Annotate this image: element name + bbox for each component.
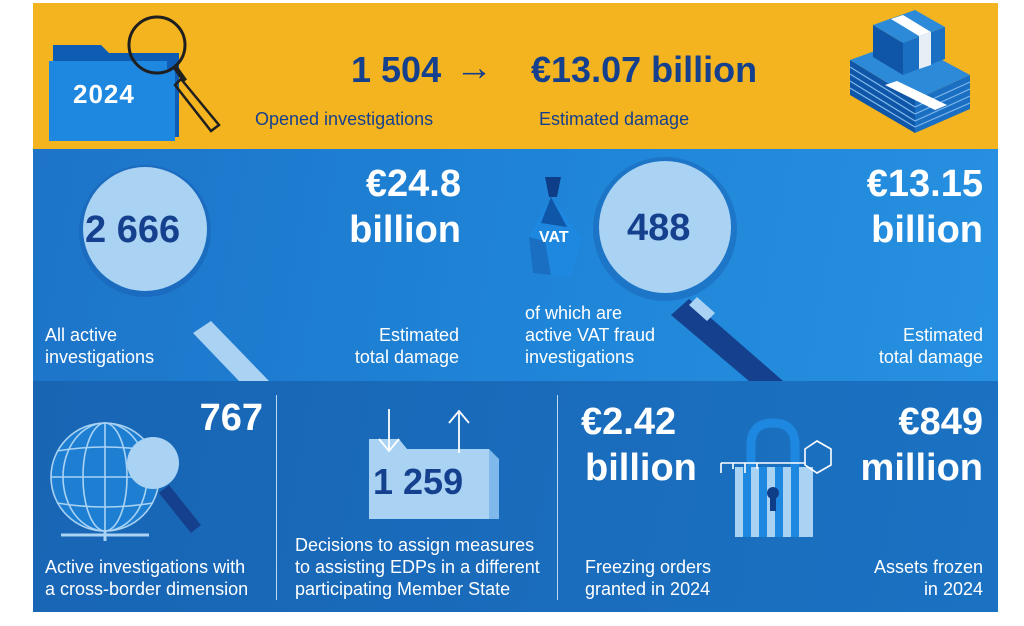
vat-tag-label: VAT (539, 229, 569, 246)
magnifier-icon-all-active (79, 165, 269, 381)
opened-investigations-label: Opened investigations (255, 109, 434, 129)
vat-damage-label-line1: Estimated (902, 325, 983, 345)
magnifier-icon-vat (593, 157, 783, 381)
key-icon (720, 440, 832, 474)
divider-1 (276, 395, 277, 600)
vat-tag-icon (529, 177, 583, 277)
cross-border-label-line2: a cross-border dimension (45, 579, 249, 599)
middle-band: 2 666 All active investigations €24.8 bi… (33, 149, 998, 381)
folder-icon (49, 45, 179, 141)
freezing-label-line2: granted in 2024 (585, 579, 711, 599)
vat-damage-label-line2: total damage (878, 347, 983, 367)
estimated-damage-value: €13.07 billion (531, 49, 758, 90)
money-stack-icon (849, 10, 971, 133)
year-label: 2024 (73, 79, 135, 109)
assets-label-line1: Assets frozen (873, 557, 983, 577)
total-damage-label-line1: Estimated (378, 325, 459, 345)
decisions-label-line3: participating Member State (295, 579, 511, 599)
globe-icon (50, 422, 201, 541)
vat-damage-value-line1: €13.15 (866, 163, 983, 205)
vat-label-line3: investigations (525, 347, 635, 367)
all-active-label-line2: investigations (45, 347, 155, 367)
arrow-glyph: → (455, 47, 493, 89)
decisions-label-line1: Decisions to assign measures (295, 535, 535, 555)
divider-2 (557, 395, 558, 600)
all-active-investigations-value: 2 666 (85, 209, 181, 251)
magnifier-icon (127, 15, 221, 133)
padlock-icon (735, 418, 813, 537)
assets-value-line2: million (860, 447, 983, 489)
file-transfer-icon (369, 409, 499, 519)
assets-label-line2: in 2024 (923, 579, 983, 599)
vat-damage-value-line2: billion (871, 209, 983, 251)
assets-value-line1: €849 (898, 401, 983, 443)
total-damage-value-line2: billion (349, 209, 461, 251)
freezing-value-line2: billion (585, 447, 697, 489)
cross-border-label-line1: Active investigations with (45, 557, 246, 577)
opened-investigations-value: 1 504 (351, 49, 442, 90)
cross-border-value: 767 (199, 397, 263, 439)
decisions-value: 1 259 (373, 461, 464, 502)
vat-label-line1: of which are (525, 303, 623, 323)
total-damage-label-line2: total damage (354, 347, 459, 367)
top-band: 2024 1 504 → €13.07 billion Opened inves… (33, 3, 998, 149)
all-active-label-line1: All active (45, 325, 118, 345)
freezing-label-line1: Freezing orders (585, 557, 712, 577)
vat-investigations-value: 488 (627, 207, 691, 249)
total-damage-value-line1: €24.8 (365, 163, 461, 205)
freezing-value-line1: €2.42 (581, 401, 677, 443)
decisions-label-line2: to assisting EDPs in a different (295, 557, 540, 577)
estimated-damage-label: Estimated damage (539, 109, 690, 129)
bottom-band: 767 Active investigations with a cross-b… (33, 381, 998, 612)
vat-label-line2: active VAT fraud (525, 325, 656, 345)
